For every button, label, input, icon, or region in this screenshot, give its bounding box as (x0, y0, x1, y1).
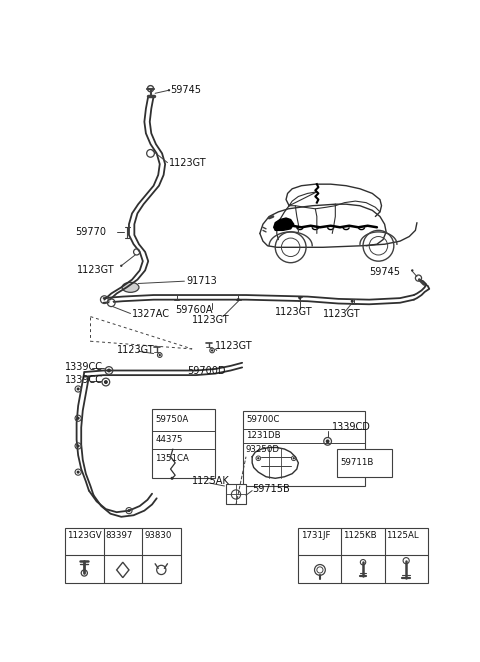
Text: 93250D: 93250D (246, 445, 280, 453)
Circle shape (104, 381, 108, 383)
Bar (65, 528, 180, 583)
Text: 59770: 59770 (75, 227, 106, 237)
Text: 59711B: 59711B (340, 458, 373, 467)
Bar (243, 410, 365, 486)
Text: 1123GT: 1123GT (77, 265, 114, 275)
Bar (337, 449, 392, 477)
Text: 1339CC: 1339CC (65, 362, 103, 373)
Bar (152, 409, 215, 479)
Circle shape (158, 354, 161, 356)
Circle shape (159, 568, 163, 572)
Circle shape (326, 440, 330, 444)
Text: 59700C: 59700C (246, 415, 279, 424)
Text: 93830: 93830 (144, 531, 172, 540)
Circle shape (109, 301, 113, 305)
Circle shape (411, 269, 413, 271)
Text: 59700D: 59700D (188, 365, 226, 375)
Text: 1123GT: 1123GT (117, 346, 154, 355)
Text: 1123GT: 1123GT (275, 307, 313, 317)
Text: 59715B: 59715B (252, 484, 290, 494)
Text: 83397: 83397 (106, 531, 133, 540)
Text: 59760A: 59760A (175, 305, 213, 315)
Circle shape (351, 300, 354, 303)
Circle shape (77, 387, 80, 391)
Text: 1339CD: 1339CD (332, 422, 371, 432)
Text: 91713: 91713 (186, 276, 216, 286)
Text: 44375: 44375 (155, 436, 182, 444)
Circle shape (293, 457, 295, 459)
Text: 1351CA: 1351CA (155, 453, 189, 463)
Circle shape (120, 265, 122, 267)
Text: 1327AC: 1327AC (132, 308, 170, 318)
Text: 1123GT: 1123GT (169, 158, 206, 167)
Circle shape (168, 89, 170, 91)
Text: 1123GT: 1123GT (215, 341, 253, 351)
Circle shape (104, 380, 108, 384)
Text: 1123GT: 1123GT (323, 308, 360, 318)
Text: 1123GV: 1123GV (67, 531, 102, 540)
Text: 59745: 59745 (170, 85, 202, 95)
Circle shape (211, 350, 213, 352)
Text: 1231DB: 1231DB (246, 431, 281, 440)
Text: 59745: 59745 (369, 267, 400, 277)
Circle shape (127, 509, 131, 512)
Circle shape (107, 369, 111, 373)
Text: 1125AL: 1125AL (386, 531, 419, 540)
Circle shape (170, 477, 174, 480)
Circle shape (149, 152, 153, 156)
Circle shape (299, 297, 301, 300)
Circle shape (257, 457, 260, 459)
Circle shape (135, 250, 138, 254)
Circle shape (77, 444, 80, 448)
Circle shape (77, 416, 80, 420)
Circle shape (108, 369, 110, 372)
Text: 1125AK: 1125AK (192, 477, 230, 487)
Ellipse shape (122, 282, 139, 293)
Bar (299, 528, 428, 583)
Text: 1731JF: 1731JF (300, 531, 330, 540)
Text: 1125KB: 1125KB (343, 531, 377, 540)
Circle shape (237, 298, 240, 301)
Text: 59750A: 59750A (155, 415, 188, 424)
Polygon shape (274, 218, 294, 230)
Bar (226, 485, 246, 504)
Text: 1339CC: 1339CC (65, 375, 103, 385)
Text: 1123GT: 1123GT (192, 314, 230, 324)
Circle shape (77, 471, 80, 474)
